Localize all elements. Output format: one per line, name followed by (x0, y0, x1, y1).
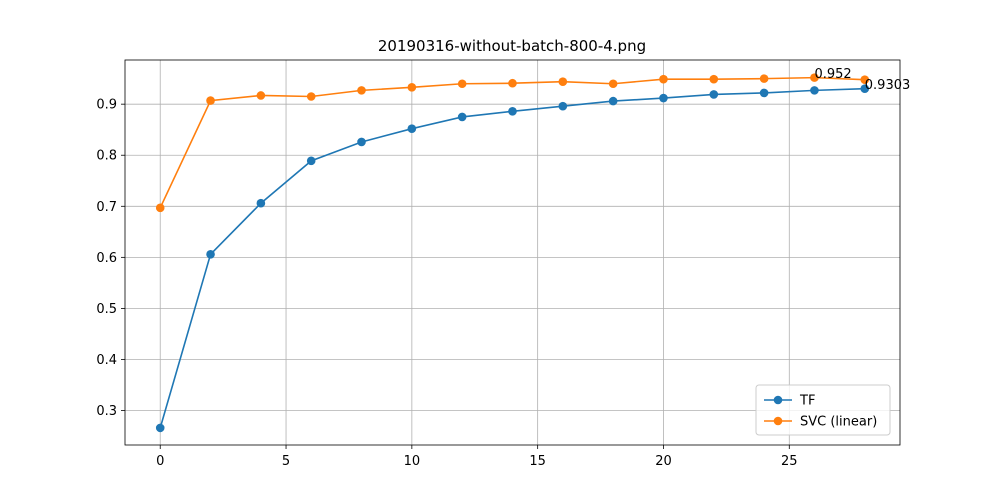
data-point (155, 203, 165, 213)
data-point (659, 74, 668, 84)
legend-entry: SVC (linear) (764, 415, 877, 430)
series-tf (155, 84, 870, 433)
data-point (206, 249, 215, 259)
x-tick-label: 10 (404, 454, 421, 469)
series-svc-linear (155, 73, 870, 213)
data-point (306, 156, 316, 166)
series-group (155, 73, 870, 433)
data-point (608, 79, 618, 89)
data-point (407, 83, 417, 92)
axis-ticks: 0 5 10 15 20 25 0.3 0.4 0.5 0.6 0.7 0.8 0.9 (96, 98, 797, 469)
data-point (508, 107, 517, 116)
data-point (407, 124, 417, 133)
data-point (608, 96, 618, 106)
grid (125, 60, 900, 445)
data-point (709, 90, 719, 99)
data-point (759, 88, 769, 98)
y-tick-label: 0.7 (96, 200, 117, 215)
data-point (860, 84, 870, 93)
y-tick-label: 0.9 (96, 98, 117, 113)
data-point (256, 198, 266, 208)
legend-label: SVC (linear) (800, 415, 877, 430)
y-tick-label: 0.6 (96, 251, 117, 266)
data-point (357, 137, 366, 147)
y-tick-label: 0.4 (96, 353, 117, 368)
data-point (709, 74, 719, 84)
data-point (155, 423, 165, 433)
data-point (357, 86, 366, 95)
annotations: 0.952 0.9303 (814, 67, 910, 93)
data-annotation: 0.952 (814, 67, 851, 82)
data-point (659, 93, 668, 103)
data-point (306, 92, 316, 101)
legend-box (755, 384, 891, 436)
data-point (810, 86, 819, 95)
axes-frame (124, 59, 901, 446)
chart-title: 20190316-without-batch-800-4.png (378, 37, 646, 55)
data-point (810, 73, 819, 82)
x-tick-label: 20 (655, 454, 672, 469)
legend: TF SVC (linear) (755, 384, 891, 436)
series-line (159, 76, 865, 209)
data-point (759, 74, 769, 83)
plot-frame (124, 59, 901, 446)
legend-swatch-marker (773, 416, 783, 426)
y-tick-label: 0.8 (96, 149, 117, 164)
data-point (256, 91, 266, 100)
legend-label: TF (799, 394, 815, 409)
legend-swatch-marker (773, 395, 783, 405)
data-point (558, 101, 568, 111)
data-point (508, 78, 517, 88)
data-point (558, 77, 568, 87)
data-annotation: 0.9303 (865, 78, 911, 93)
legend-entry: TF (764, 394, 815, 409)
x-tick-label: 15 (529, 454, 546, 469)
data-point (860, 75, 870, 84)
x-tick-label: 0 (156, 454, 164, 469)
data-point (457, 79, 467, 89)
series-line (159, 87, 865, 429)
x-tick-label: 5 (282, 454, 290, 469)
data-point (206, 96, 215, 105)
data-point (457, 112, 467, 122)
x-tick-label: 25 (781, 454, 798, 469)
y-tick-label: 0.3 (96, 404, 117, 419)
y-tick-label: 0.5 (96, 302, 117, 317)
